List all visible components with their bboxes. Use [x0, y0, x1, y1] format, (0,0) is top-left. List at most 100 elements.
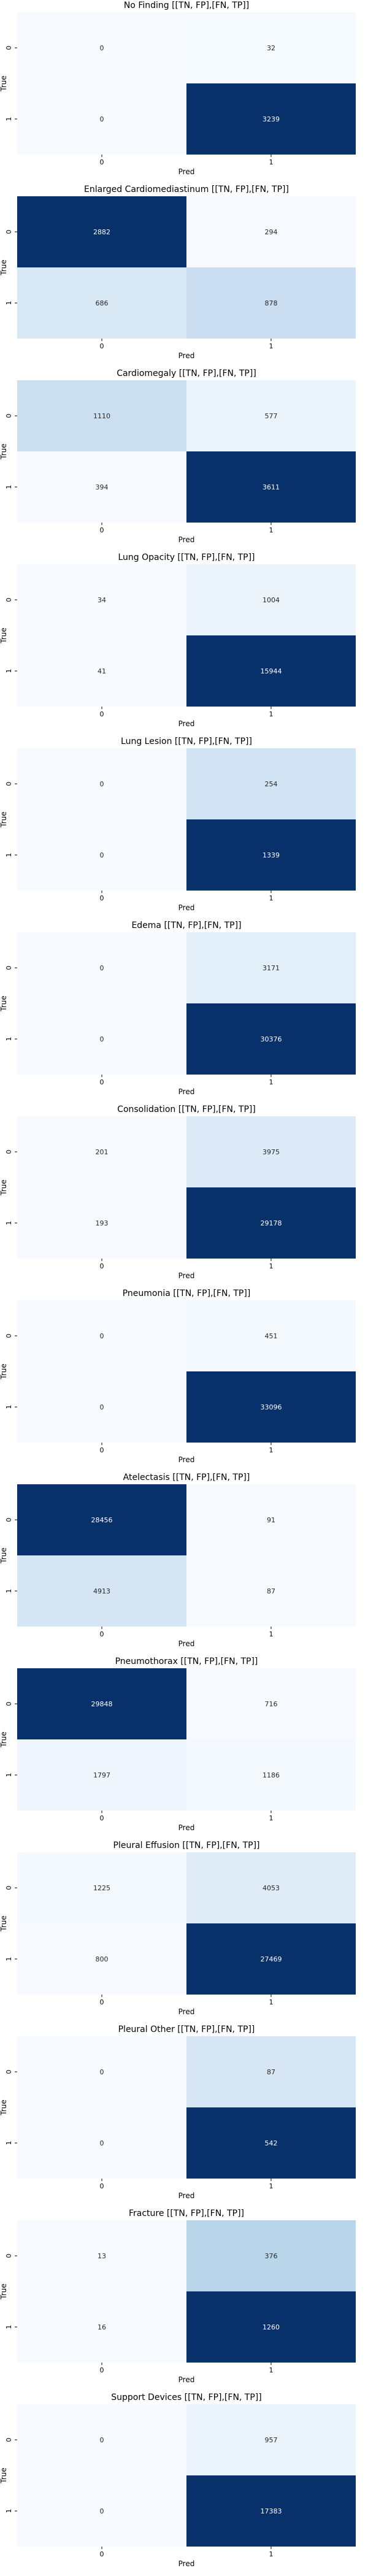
- cell-value-label: 0: [100, 851, 104, 859]
- heatmap-panel: Edema [[TN, FP],[FN, TP]] 0 3171 0 30376 0 1 0 1…: [0, 921, 356, 1096]
- x-tick-label: 0: [100, 342, 104, 350]
- heatmap-cell: [17, 635, 186, 707]
- y-axis-label: True: [0, 259, 8, 276]
- x-tick-label: 0: [100, 158, 104, 166]
- heatmap-cell: [17, 196, 186, 267]
- heatmap-panel: Support Devices [[TN, FP],[FN, TP]] 0 957 0…: [0, 2393, 356, 2568]
- cell-value-label: 15944: [261, 667, 282, 675]
- chart-title: Atelectasis [[TN, FP],[FN, TP]]: [123, 1473, 250, 1482]
- heatmap-cell: [186, 635, 356, 707]
- y-tick-label: 1: [5, 485, 13, 489]
- chart-title: Pneumothorax [[TN, FP],[FN, TP]]: [115, 1657, 258, 1666]
- y-axis-label: True: [0, 443, 8, 460]
- y-tick-label: 0: [5, 230, 13, 234]
- x-axis-label: Pred: [178, 351, 195, 360]
- heatmap-cell: [186, 564, 356, 635]
- x-tick-label: 1: [269, 1446, 274, 1454]
- cell-value-label: 0: [100, 115, 104, 123]
- heatmap-cell: [186, 2107, 356, 2179]
- heatmap-panel: Pneumothorax [[TN, FP],[FN, TP]] 29848 716…: [0, 1657, 356, 1832]
- x-tick-label: 0: [100, 1630, 104, 1638]
- x-axis-label: Pred: [178, 2191, 195, 2200]
- x-axis-label: Pred: [178, 1087, 195, 1096]
- cell-value-label: 3611: [263, 483, 280, 491]
- cell-value-label: 0: [100, 780, 104, 788]
- y-tick-label: 1: [5, 117, 13, 121]
- cell-value-label: 201: [96, 1148, 109, 1156]
- x-tick-label: 0: [100, 1998, 104, 2006]
- heatmap-cell: [186, 1668, 356, 1739]
- cell-value-label: 16: [98, 2323, 106, 2331]
- chart-title: Edema [[TN, FP],[FN, TP]]: [131, 921, 241, 930]
- x-axis-label: Pred: [178, 1823, 195, 1832]
- heatmap-cell: [186, 2291, 356, 2363]
- heatmap-cell: [17, 2107, 186, 2179]
- x-tick-label: 0: [100, 2366, 104, 2374]
- heatmap-panel: Lung Lesion [[TN, FP],[FN, TP]] 0 254 0 1339…: [0, 737, 356, 912]
- cell-value-label: 91: [267, 1516, 275, 1524]
- y-tick-label: 0: [5, 414, 13, 418]
- heatmap-panel: Lung Opacity [[TN, FP],[FN, TP]] 34 1004 41…: [0, 553, 356, 728]
- heatmap-cell: [186, 748, 356, 819]
- y-tick-label: 0: [5, 2254, 13, 2258]
- cell-value-label: 29848: [91, 1700, 113, 1708]
- y-axis-label: True: [0, 75, 8, 92]
- x-axis-label: Pred: [178, 1271, 195, 1280]
- heatmap-panel: Consolidation [[TN, FP],[FN, TP]] 201 3975…: [0, 1105, 356, 1280]
- chart-title: Enlarged Cardiomediastinum [[TN, FP],[FN…: [84, 185, 289, 194]
- cell-value-label: 0: [100, 2436, 104, 2444]
- y-tick-label: 1: [5, 1773, 13, 1777]
- cell-value-label: 294: [265, 228, 278, 236]
- y-axis-label: True: [0, 811, 8, 828]
- heatmap-cell: [186, 1555, 356, 1627]
- cell-value-label: 3239: [263, 115, 280, 123]
- cell-value-label: 29178: [261, 1219, 282, 1227]
- x-tick-label: 1: [269, 2182, 274, 2190]
- y-tick-label: 0: [5, 1518, 13, 1522]
- y-axis-label: True: [0, 2467, 8, 2484]
- chart-title: Pleural Other [[TN, FP],[FN, TP]]: [118, 2025, 255, 2034]
- x-tick-label: 0: [100, 1078, 104, 1086]
- heatmap-panel: Atelectasis [[TN, FP],[FN, TP]] 28456 91 49…: [0, 1473, 356, 1648]
- x-axis-label: Pred: [178, 535, 195, 544]
- cell-value-label: 0: [100, 2139, 104, 2147]
- cell-value-label: 34: [98, 596, 106, 604]
- heatmap-cell: [17, 2036, 186, 2107]
- y-tick-label: 1: [5, 1037, 13, 1041]
- heatmap-cell: [17, 1371, 186, 1443]
- y-tick-label: 0: [5, 966, 13, 970]
- cell-value-label: 27469: [261, 1955, 282, 1963]
- chart-title: No Finding [[TN, FP],[FN, TP]]: [124, 1, 249, 10]
- heatmap-cell: [186, 267, 356, 339]
- cell-value-label: 0: [100, 1035, 104, 1043]
- cell-value-label: 17383: [261, 2507, 282, 2515]
- x-tick-label: 0: [100, 526, 104, 534]
- heatmap-cell: [186, 819, 356, 891]
- chart-title: Cardiomegaly [[TN, FP],[FN, TP]]: [117, 369, 256, 378]
- heatmap-cell: [17, 564, 186, 635]
- cell-value-label: 32: [267, 44, 275, 52]
- heatmap-panel: No Finding [[TN, FP],[FN, TP]] 0 32 0 3239 0 1…: [0, 1, 356, 176]
- y-axis-label: True: [0, 1547, 8, 1564]
- x-axis-label: Pred: [178, 719, 195, 728]
- heatmap-cell: [186, 1852, 356, 1923]
- cell-value-label: 878: [265, 299, 278, 307]
- heatmap-cell: [17, 1555, 186, 1627]
- heatmap-cell: [186, 2404, 356, 2475]
- cell-value-label: 254: [265, 780, 278, 788]
- x-tick-label: 1: [269, 710, 274, 718]
- cell-value-label: 0: [100, 964, 104, 972]
- cell-value-label: 1260: [263, 2323, 280, 2331]
- x-tick-label: 1: [269, 526, 274, 534]
- heatmap-cell: [17, 2475, 186, 2547]
- heatmap-cell: [17, 748, 186, 819]
- x-tick-label: 1: [269, 342, 274, 350]
- chart-title: Pleural Effusion [[TN, FP],[FN, TP]]: [113, 1841, 260, 1850]
- y-tick-label: 0: [5, 598, 13, 602]
- x-tick-label: 1: [269, 1630, 274, 1638]
- y-tick-label: 1: [5, 2141, 13, 2145]
- heatmap-cell: [186, 451, 356, 523]
- x-axis-label: Pred: [178, 167, 195, 176]
- chart-title: Consolidation [[TN, FP],[FN, TP]]: [117, 1105, 256, 1114]
- cell-value-label: 1797: [93, 1771, 110, 1779]
